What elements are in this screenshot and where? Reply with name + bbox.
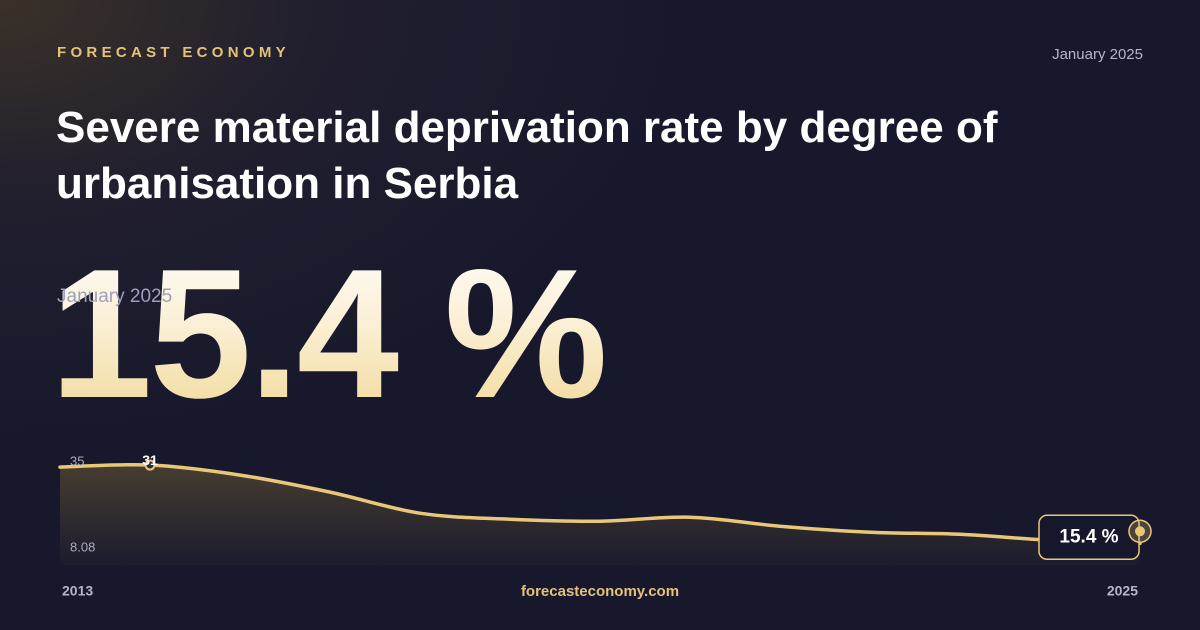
x-tick-label: 2025 [1107, 583, 1138, 599]
end-marker [1135, 526, 1145, 537]
max-label: 31 [142, 452, 158, 468]
headline-date: January 2025 [57, 286, 173, 307]
date: January 2025 [1052, 46, 1143, 63]
brand: FORECAST ECONOMY [57, 44, 290, 61]
area-fill [60, 464, 1140, 565]
end-label: 15.4 % [1059, 526, 1118, 547]
headline-value: 15.4 % [50, 230, 608, 436]
x-tick-label: 2013 [62, 583, 93, 599]
footer-url: forecasteconomy.com [520, 583, 680, 600]
end-label-box [1038, 514, 1140, 561]
max-marker [144, 459, 156, 471]
chart-title: Severe material deprivation rate by degr… [56, 103, 998, 208]
y-tick-label: 35 [70, 453, 84, 468]
y-tick-label: 8.08 [70, 539, 95, 554]
line [58, 462, 1142, 546]
